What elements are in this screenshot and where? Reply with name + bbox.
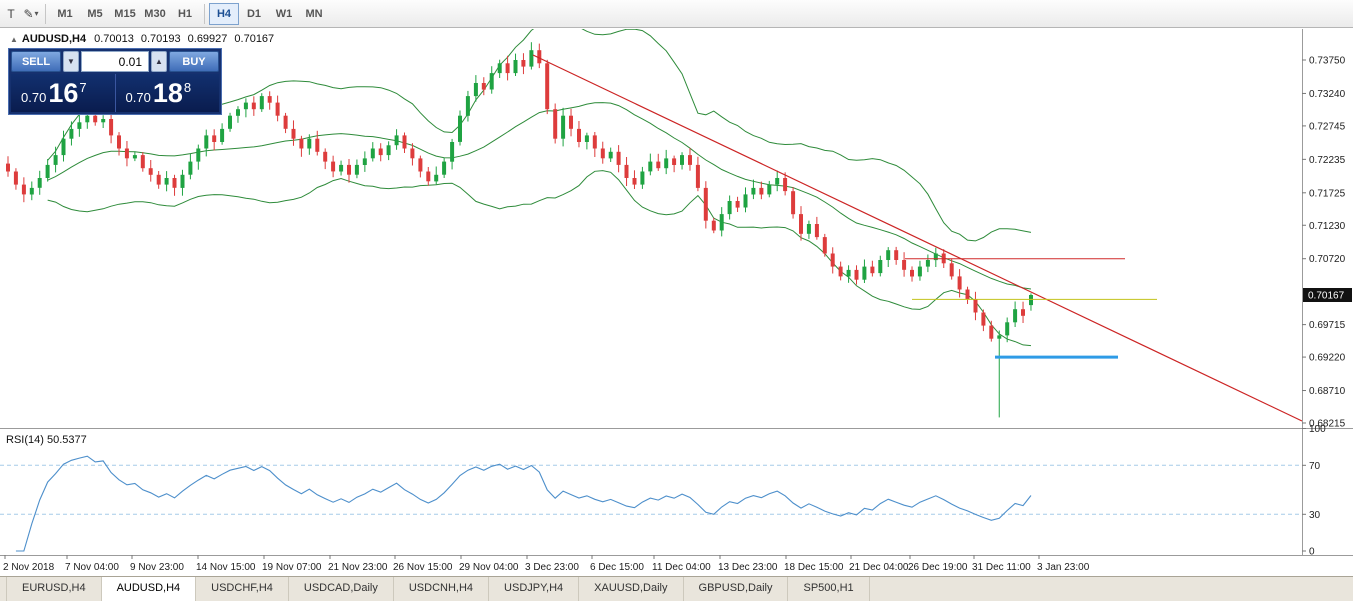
tab-usdcad-daily[interactable]: USDCAD,Daily [289, 577, 394, 601]
symbol-label: AUDUSD,H4 [21, 33, 87, 45]
date-axis-label: 3 Dec 23:00 [525, 562, 579, 573]
date-axis-label: 9 Nov 23:00 [130, 562, 184, 573]
timeframe-h1-button[interactable]: H1 [170, 3, 200, 25]
price-axis-label: 0.69220 [1309, 353, 1346, 364]
price-axis-label: 0.68710 [1309, 386, 1346, 397]
timeframe-d1-button[interactable]: D1 [239, 3, 269, 25]
open-value: 0.70013 [94, 33, 134, 45]
candles-layer [6, 42, 1033, 418]
chevron-up-icon: ▲ [155, 57, 163, 66]
tab-usdjpy-h4[interactable]: USDJPY,H4 [489, 577, 580, 601]
tab-gbpusd-daily[interactable]: GBPUSD,Daily [684, 577, 789, 601]
ohlc-header: ▲ AUDUSD,H4 0.70013 0.70193 0.69927 0.70167 [10, 33, 281, 45]
rsi-line [15, 455, 1032, 552]
date-axis-label: 21 Dec 04:00 [849, 562, 909, 573]
price-axis-label: 0.71230 [1309, 221, 1346, 232]
price-axis-label: 0.72745 [1309, 121, 1346, 132]
buy-button[interactable]: BUY [169, 51, 219, 72]
tab-xauusd-daily[interactable]: XAUUSD,Daily [579, 577, 684, 601]
date-axis-label: 26 Dec 19:00 [908, 562, 968, 573]
price-axis-label: 0.69715 [1309, 320, 1346, 331]
ask-pips: 18 [152, 78, 183, 108]
date-axis-label: 13 Dec 23:00 [718, 562, 778, 573]
volume-input[interactable] [81, 51, 149, 72]
bid-point: 7 [79, 80, 87, 95]
symbol-icon: ▲ [10, 35, 18, 44]
rsi-indicator-label: RSI(14) 50.5377 [6, 434, 87, 446]
date-axis-label: 18 Dec 15:00 [784, 562, 844, 573]
bid-pips: 16 [48, 78, 79, 108]
low-value: 0.69927 [187, 33, 228, 45]
timeframe-m15-button[interactable]: M15 [110, 3, 140, 25]
chart-tabbar: EURUSD,H4 AUDUSD,H4 USDCHF,H4 USDCAD,Dai… [0, 576, 1353, 601]
bid-prefix: 0.70 [21, 90, 47, 105]
tab-sp500-h1[interactable]: SP500,H1 [788, 577, 870, 601]
toolbar-separator [204, 3, 205, 24]
tab-eurusd-h4[interactable]: EURUSD,H4 [6, 577, 102, 601]
ask-point: 8 [183, 80, 192, 95]
toolbar-separator [45, 3, 46, 24]
trendline[interactable] [532, 54, 1302, 422]
date-axis-label: 31 Dec 11:00 [972, 562, 1031, 573]
price-axis-label: 0.70720 [1309, 254, 1346, 265]
ask-price: 0.70 18 8 [114, 74, 220, 112]
price-axis-label: 0.68215 [1309, 419, 1346, 430]
drawn-objects[interactable] [532, 54, 1302, 422]
top-toolbar: T ✎ ▾ M1 M5 M15 M30 H1 H4 D1 W1 MN [0, 0, 1353, 28]
high-value: 0.70193 [140, 33, 181, 45]
date-axis-label: 21 Nov 23:00 [328, 562, 388, 573]
current-price-tag [1303, 288, 1352, 302]
price-axis-label: 0.72235 [1309, 155, 1346, 166]
date-axis-label: 2 Nov 2018 [3, 562, 55, 573]
tab-usdcnh-h4[interactable]: USDCNH,H4 [394, 577, 490, 601]
volume-increase-button[interactable]: ▲ [151, 51, 167, 72]
rsi-axis-label: 30 [1309, 510, 1321, 521]
timeframe-h4-button[interactable]: H4 [209, 2, 239, 25]
date-axis-label: 29 Nov 04:00 [459, 562, 519, 573]
rsi-axis-label: 0 [1309, 547, 1315, 558]
date-axis-label: 3 Jan 23:00 [1037, 562, 1090, 573]
timeframe-w1-button[interactable]: W1 [269, 3, 299, 25]
sell-button[interactable]: SELL [11, 51, 61, 72]
rsi-axis-label: 70 [1309, 461, 1321, 472]
close-value: 0.70167 [234, 33, 275, 45]
rsi-axis-label: 100 [1309, 424, 1326, 435]
tab-usdchf-h4[interactable]: USDCHF,H4 [196, 577, 289, 601]
volume-decrease-button[interactable]: ▼ [63, 51, 79, 72]
current-price-value: 0.70167 [1308, 291, 1345, 302]
date-axis-label: 26 Nov 15:00 [393, 562, 453, 573]
timeframe-m1-button[interactable]: M1 [50, 3, 80, 25]
text-tool-icon[interactable]: T [7, 6, 15, 21]
price-axis-label: 0.71725 [1309, 188, 1346, 199]
chevron-down-icon: ▾ [34, 9, 39, 18]
ask-prefix: 0.70 [125, 90, 151, 105]
timeframe-m30-button[interactable]: M30 [140, 3, 170, 25]
tab-audusd-h4[interactable]: AUDUSD,H4 [101, 577, 197, 601]
timeframe-mn-button[interactable]: MN [299, 3, 329, 25]
date-axis-label: 14 Nov 15:00 [196, 562, 256, 573]
bid-price: 0.70 16 7 [11, 74, 115, 112]
price-axis-label: 0.73240 [1309, 89, 1346, 100]
date-axis-label: 11 Dec 04:00 [652, 562, 711, 573]
date-axis-label: 19 Nov 07:00 [262, 562, 322, 573]
timeframe-m5-button[interactable]: M5 [80, 3, 110, 25]
chevron-down-icon: ▼ [67, 57, 75, 66]
price-axis-label: 0.73750 [1309, 56, 1346, 67]
date-axis-label: 6 Dec 15:00 [590, 562, 644, 573]
draw-tool-icon[interactable]: ✎ ▾ [23, 6, 39, 21]
date-axis-label: 7 Nov 04:00 [65, 562, 119, 573]
